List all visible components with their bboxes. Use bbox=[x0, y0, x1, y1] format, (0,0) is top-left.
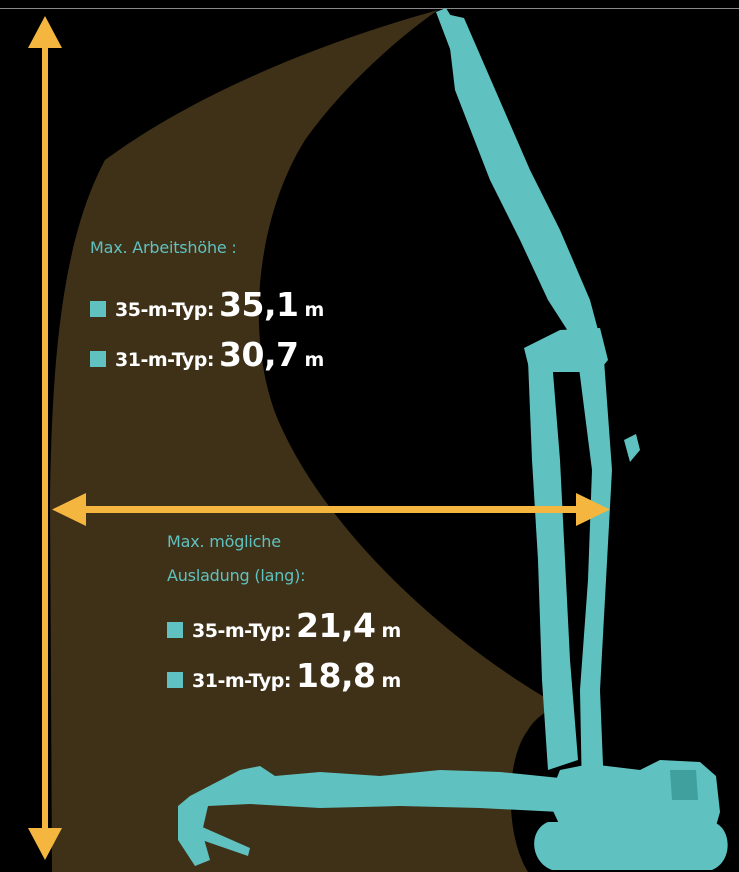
height-caption: Max. Arbeitshöhe : bbox=[90, 238, 237, 257]
machine-stowed-attachment bbox=[178, 766, 610, 866]
machine-cab bbox=[670, 770, 698, 800]
type-label: 31-m-Typ: bbox=[115, 349, 215, 371]
reach-row-31m: 31-m-Typ: 18,8 m bbox=[167, 656, 401, 695]
height-row-31m: 31-m-Typ: 30,7 m bbox=[90, 335, 324, 374]
machine-attachment-link bbox=[196, 826, 250, 856]
machine-boom-cylinder bbox=[540, 226, 578, 316]
type-label: 35-m-Typ: bbox=[192, 620, 292, 642]
working-range-envelope bbox=[50, 10, 558, 872]
machine-upper-boom bbox=[446, 14, 598, 342]
bullet-square-icon bbox=[167, 622, 183, 638]
bullet-square-icon bbox=[90, 301, 106, 317]
reach-arrow bbox=[52, 493, 610, 526]
machine-crawler-track bbox=[534, 822, 728, 870]
height-value: 30,7 bbox=[219, 335, 299, 374]
type-label: 31-m-Typ: bbox=[192, 670, 292, 692]
reach-value: 18,8 bbox=[296, 656, 376, 695]
machine-hydraulic-bracket bbox=[624, 434, 640, 462]
reach-caption-line2: Ausladung (lang): bbox=[167, 566, 306, 585]
unit-label: m bbox=[381, 620, 402, 642]
reach-caption-line1: Max. mögliche bbox=[167, 532, 281, 551]
unit-label: m bbox=[304, 299, 325, 321]
height-value: 35,1 bbox=[219, 285, 299, 324]
height-arrow bbox=[28, 16, 62, 860]
bullet-square-icon bbox=[167, 672, 183, 688]
machine-lower-boom bbox=[528, 360, 578, 770]
unit-label: m bbox=[304, 349, 325, 371]
reach-value: 21,4 bbox=[296, 606, 376, 645]
type-label: 35-m-Typ: bbox=[115, 299, 215, 321]
reach-row-35m: 35-m-Typ: 21,4 m bbox=[167, 606, 401, 645]
height-row-35m: 35-m-Typ: 35,1 m bbox=[90, 285, 324, 324]
machine-support-column bbox=[578, 360, 612, 795]
unit-label: m bbox=[381, 670, 402, 692]
bullet-square-icon bbox=[90, 351, 106, 367]
